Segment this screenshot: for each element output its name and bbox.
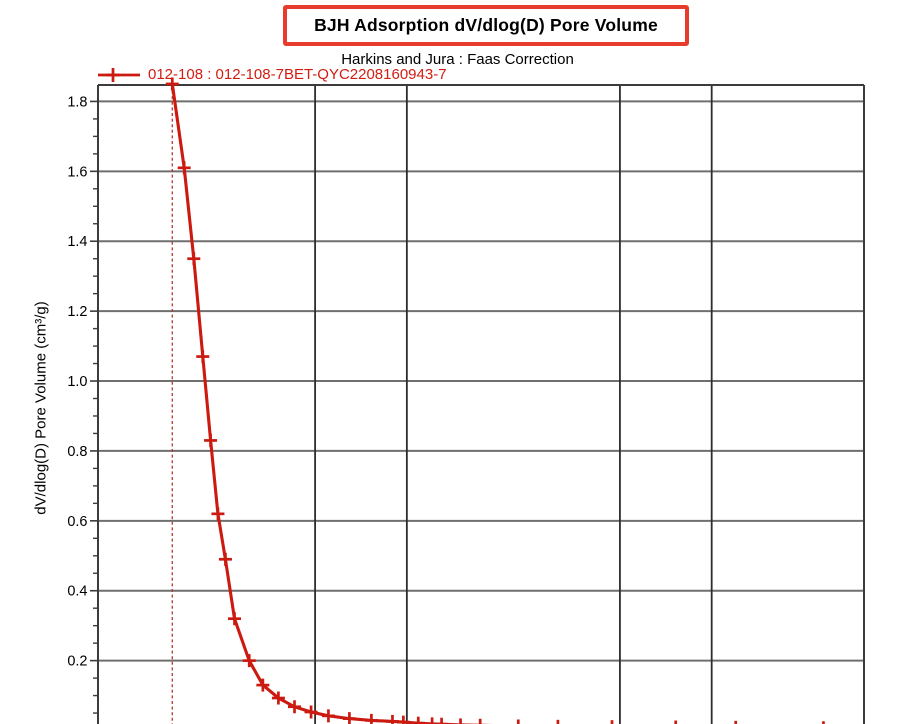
chart-title-box: BJH Adsorption dV/dlog(D) Pore Volume	[283, 5, 689, 46]
y-tick-label: 1.6	[67, 164, 87, 180]
y-tick-label: 0.8	[67, 444, 87, 460]
series-marker-icon	[98, 68, 140, 82]
y-axis-ticks: 1.8 1.6 1.4 1.2 1.0 0.8 0.6 0.4 0.2	[67, 94, 98, 714]
series-markers	[165, 77, 825, 724]
y-tick-label: 1.2	[67, 304, 87, 320]
legend-label: 012-108 : 012-108-7BET-QYC2208160943-7	[148, 66, 447, 83]
y-tick-label: 1.0	[67, 374, 87, 390]
vertical-gridlines	[314, 85, 713, 724]
chart-subtitle: Harkins and Jura : Faas Correction	[341, 51, 574, 68]
legend: 012-108 : 012-108-7BET-QYC2208160943-7	[97, 66, 447, 83]
y-tick-label: 1.4	[67, 234, 87, 250]
y-tick-label: 0.6	[67, 514, 87, 530]
y-tick-label: 1.8	[67, 94, 87, 110]
plot-frame	[97, 84, 865, 724]
y-tick-label: 0.4	[67, 584, 87, 600]
series-line	[170, 82, 494, 724]
chart-title: BJH Adsorption dV/dlog(D) Pore Volume	[314, 15, 658, 35]
y-tick-label: 0.2	[67, 654, 87, 670]
horizontal-gridlines	[98, 100, 864, 662]
